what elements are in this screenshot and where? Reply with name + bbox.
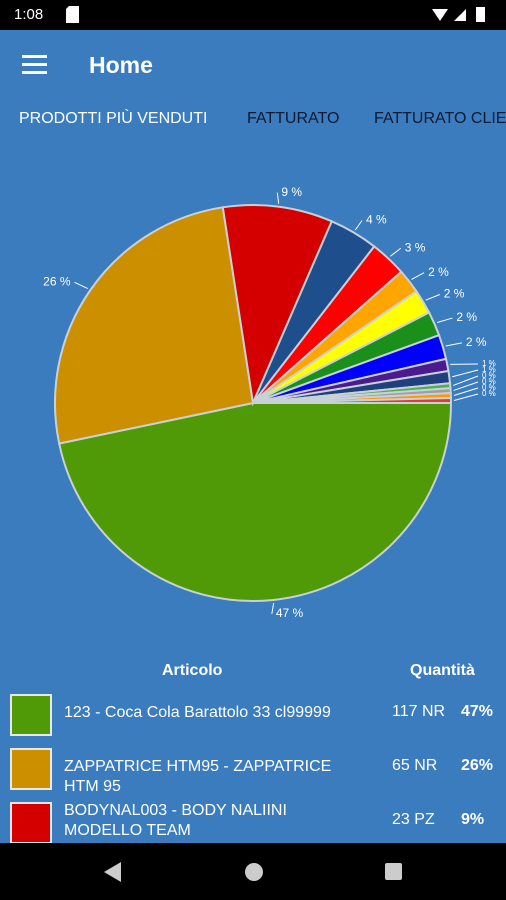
data-label: 0 % <box>482 371 496 380</box>
sd-icon <box>66 6 79 23</box>
nav-bar <box>0 843 506 900</box>
pie-slice <box>252 397 453 404</box>
recents-button[interactable] <box>385 863 402 880</box>
leader-line <box>74 281 88 289</box>
item-quantity: 65 NR <box>392 757 438 774</box>
table-row: ZAPPATRICE HTM95 - ZAPPATRICE HTM 95 65 N… <box>0 744 506 798</box>
leader-line <box>354 220 363 231</box>
leader-line <box>452 369 479 378</box>
leader-line <box>453 387 479 396</box>
data-label: 1 % <box>482 365 496 374</box>
pie-slice <box>54 206 255 445</box>
leader-line <box>425 294 440 301</box>
leader-line <box>453 393 479 401</box>
tab[interactable]: FATTURATO CLIE <box>374 110 506 127</box>
color-swatch <box>10 748 52 790</box>
tab[interactable]: FATTURATO <box>247 110 340 127</box>
item-name: ZAPPATRICE HTM95 - ZAPPATRICE HTM 95 <box>64 758 332 795</box>
color-swatch <box>10 802 52 843</box>
leader-line <box>390 247 402 257</box>
leader-line <box>445 342 462 347</box>
color-swatch <box>10 694 52 736</box>
data-label: 2 % <box>456 310 477 324</box>
leader-line <box>453 375 479 386</box>
menu-button[interactable] <box>22 55 48 75</box>
data-label: 1 % <box>482 359 496 368</box>
status-bar: 1:08 <box>0 0 506 30</box>
data-label: 2 % <box>466 335 487 349</box>
table-row: BODYNAL003 - BODY NALIINI MODELLO TEAM 23… <box>0 798 506 843</box>
leader-line <box>271 602 275 614</box>
tab[interactable]: PRODOTTI PIÙ VENDUTI <box>19 110 208 127</box>
data-label: 0 % <box>482 383 496 392</box>
data-label: 0 % <box>482 377 496 386</box>
item-percent: 47% <box>461 703 494 720</box>
table-row: 123 - Coca Cola Barattolo 33 cl99999 117 … <box>0 690 506 744</box>
item-name: 123 - Coca Cola Barattolo 33 cl99999 <box>64 704 331 721</box>
item-quantity: 23 PZ <box>392 811 435 828</box>
item-percent: 26% <box>461 757 494 774</box>
data-label: 3 % <box>405 240 426 254</box>
status-icons <box>432 7 485 22</box>
leader-line <box>453 381 479 391</box>
data-label: 9 % <box>281 185 302 199</box>
data-label: 0 % <box>482 389 496 398</box>
data-label: 2 % <box>444 287 465 301</box>
item-percent: 9% <box>461 811 485 828</box>
home-button[interactable] <box>245 863 263 881</box>
leader-line <box>411 272 425 280</box>
pie-slice <box>221 204 334 407</box>
pie-slice <box>58 402 453 602</box>
item-name: BODYNAL003 - BODY NALIINI MODELLO TEAM <box>64 802 287 839</box>
app-bar: Home <box>0 30 506 100</box>
data-label: 26 % <box>43 274 71 288</box>
app-title: Home <box>89 52 153 78</box>
status-time: 1:08 <box>14 6 44 23</box>
back-button[interactable] <box>104 862 121 882</box>
nav-buttons <box>104 862 402 882</box>
leader-line <box>437 317 453 323</box>
data-label: 2 % <box>428 265 449 279</box>
table-header: Quantità <box>410 662 475 679</box>
data-label: 47 % <box>276 606 304 620</box>
leader-line <box>276 192 280 204</box>
table-header: Articolo <box>162 662 223 679</box>
pie-chart: 47 %26 %9 %4 %3 %2 %2 %2 %2 %1 %1 %0 %0 … <box>43 185 496 620</box>
table: Articolo Quantità 123 - Coca Cola Baratt… <box>0 650 506 843</box>
tab-bar: PRODOTTI PIÙ VENDUTI FATTURATO FATTURATO… <box>0 100 506 140</box>
item-quantity: 117 NR <box>392 703 446 720</box>
data-label: 4 % <box>366 213 387 227</box>
